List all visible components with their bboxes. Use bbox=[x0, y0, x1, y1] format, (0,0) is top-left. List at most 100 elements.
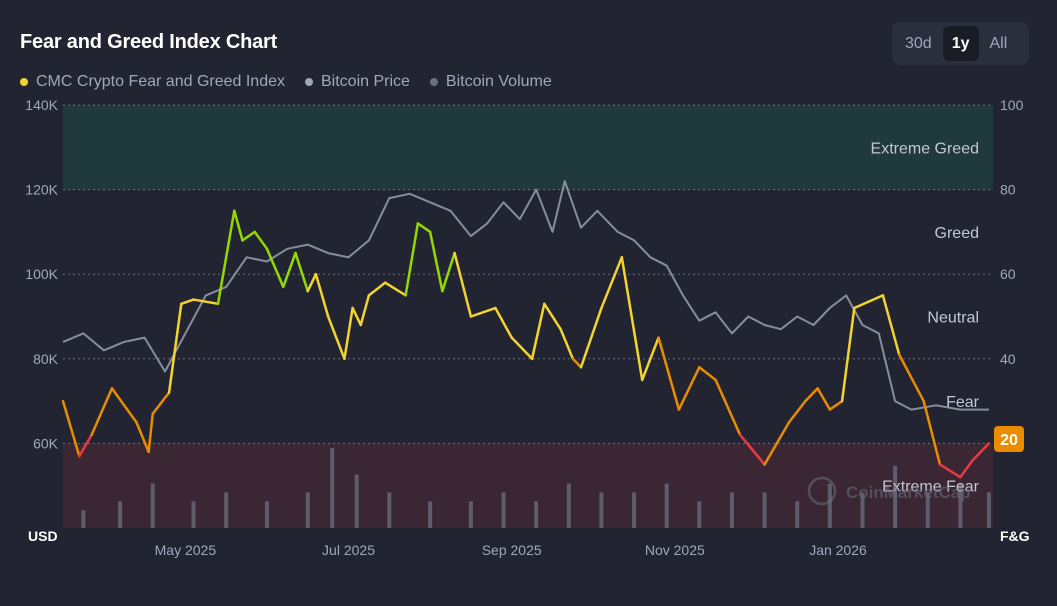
volume-bar bbox=[729, 492, 734, 528]
left-axis-label: USD bbox=[28, 528, 58, 544]
fear-greed-line-segment bbox=[265, 247, 285, 289]
fear-greed-line-segment bbox=[559, 327, 575, 361]
left-axis-tick: 100K bbox=[25, 266, 58, 282]
zone-label-neutral: Neutral bbox=[927, 310, 979, 327]
range-1y-button[interactable]: 1y bbox=[942, 26, 979, 61]
fear-greed-line-segment bbox=[600, 256, 624, 310]
fear-greed-line-segment bbox=[938, 463, 962, 479]
fear-greed-line-segment bbox=[816, 387, 832, 411]
fear-greed-line-segment bbox=[787, 399, 807, 424]
volume-bar bbox=[860, 492, 865, 528]
left-axis-tick: 140K bbox=[25, 97, 58, 113]
fear-greed-line-segment bbox=[343, 306, 354, 361]
fear-greed-line-segment bbox=[881, 294, 901, 356]
volume-bar bbox=[599, 492, 604, 528]
volume-bar bbox=[150, 483, 155, 528]
right-axis-label: F&G bbox=[1000, 528, 1030, 544]
volume-bar bbox=[664, 483, 669, 528]
fear-greed-line-segment bbox=[253, 230, 269, 251]
fear-greed-line-segment bbox=[453, 251, 473, 318]
fear-greed-line-segment bbox=[294, 251, 309, 293]
fear-greed-line-segment bbox=[147, 412, 154, 454]
left-axis-tick: 80K bbox=[33, 351, 59, 367]
fear-greed-line-segment bbox=[192, 298, 220, 306]
fear-greed-line-segment bbox=[367, 281, 387, 297]
x-axis-tick: Nov 2025 bbox=[645, 542, 705, 558]
fear-greed-line-segment bbox=[922, 399, 942, 466]
zone-label-extreme-fear: Extreme Fear bbox=[882, 479, 980, 496]
volume-bar bbox=[387, 492, 392, 528]
zone-label-fear: Fear bbox=[946, 394, 980, 411]
volume-bar bbox=[925, 492, 930, 528]
volume-bar bbox=[81, 510, 86, 528]
chart-legend: CMC Crypto Fear and Greed Index Bitcoin … bbox=[20, 73, 552, 91]
volume-bar bbox=[191, 501, 196, 528]
fear-greed-line-segment bbox=[494, 306, 513, 339]
range-30d-button[interactable]: 30d bbox=[905, 35, 932, 52]
fear-greed-line-segment bbox=[78, 433, 93, 458]
fear-greed-line-segment bbox=[640, 336, 660, 382]
fear-greed-line-segment bbox=[804, 387, 819, 403]
volume-bar bbox=[762, 492, 767, 528]
coinmarketcap-logo-icon bbox=[807, 476, 837, 506]
volume-bar bbox=[118, 501, 123, 528]
volume-bar bbox=[224, 492, 229, 528]
fear-greed-line-segment bbox=[828, 399, 844, 411]
fear-greed-line-segment bbox=[359, 294, 371, 327]
volume-bar bbox=[566, 483, 571, 528]
volume-bar bbox=[958, 483, 963, 528]
fear-greed-line-segment bbox=[416, 222, 432, 234]
volume-bar bbox=[354, 474, 359, 528]
right-axis-tick: 100 bbox=[1000, 97, 1024, 113]
fear-greed-line-segment bbox=[233, 209, 244, 242]
fear-greed-line-segment bbox=[738, 433, 766, 466]
fear-greed-line-segment bbox=[579, 306, 603, 369]
bitcoin-price-line bbox=[62, 180, 989, 411]
fear-greed-line-segment bbox=[840, 306, 856, 403]
legend-item-fear-greed[interactable]: CMC Crypto Fear and Greed Index bbox=[20, 73, 285, 91]
fear-greed-line-segment bbox=[698, 366, 717, 382]
fear-greed-line-segment bbox=[620, 256, 644, 382]
legend-label-bitcoin-volume: Bitcoin Volume bbox=[445, 73, 552, 90]
x-axis-tick: Jan 2026 bbox=[809, 542, 867, 558]
volume-bar bbox=[305, 492, 310, 528]
legend-dot-bitcoin-volume bbox=[429, 78, 438, 86]
right-axis-tick: 60 bbox=[1000, 266, 1016, 282]
volume-bar bbox=[827, 483, 832, 528]
volume-bar bbox=[330, 448, 335, 528]
fear-greed-line-segment bbox=[241, 230, 256, 242]
fear-greed-line-segment bbox=[971, 442, 991, 462]
legend-dot-fear-greed bbox=[20, 78, 28, 86]
fear-greed-line-segment bbox=[469, 306, 497, 318]
fear-greed-line-segment bbox=[110, 387, 138, 424]
current-value-badge bbox=[994, 426, 1024, 452]
fear-greed-line-segment bbox=[216, 209, 236, 306]
fear-greed-line-segment bbox=[61, 399, 81, 458]
fear-greed-line-segment bbox=[543, 302, 562, 331]
left-axis-tick: 120K bbox=[25, 182, 58, 198]
left-axis-tick: 60K bbox=[33, 435, 59, 451]
volume-bar bbox=[632, 492, 637, 528]
fear-greed-line-segment bbox=[657, 336, 681, 411]
fear-greed-line-segment bbox=[180, 298, 195, 306]
fear-greed-line-segment bbox=[571, 357, 583, 369]
volume-bar bbox=[501, 492, 506, 528]
legend-item-bitcoin-price[interactable]: Bitcoin Price bbox=[305, 73, 410, 91]
legend-dot-bitcoin-price bbox=[305, 78, 313, 86]
current-value-text: 20 bbox=[1000, 432, 1018, 449]
fear-greed-line-segment bbox=[151, 391, 171, 416]
fear-greed-line-segment bbox=[135, 421, 150, 454]
range-all-button[interactable]: All bbox=[989, 35, 1008, 52]
x-axis-tick: May 2025 bbox=[155, 542, 217, 558]
legend-item-bitcoin-volume[interactable]: Bitcoin Volume bbox=[429, 73, 552, 91]
fear-greed-line-segment bbox=[167, 302, 183, 394]
fear-greed-line-segment bbox=[90, 387, 114, 437]
watermark-text: CoinMarketCap bbox=[846, 483, 971, 502]
fear-greed-line-segment bbox=[306, 272, 318, 293]
zone-band-extreme-fear bbox=[63, 443, 993, 528]
volume-bar bbox=[795, 501, 800, 528]
zone-label-greed: Greed bbox=[935, 225, 979, 242]
volume-bar bbox=[697, 501, 702, 528]
x-axis-tick: Sep 2025 bbox=[482, 542, 542, 558]
